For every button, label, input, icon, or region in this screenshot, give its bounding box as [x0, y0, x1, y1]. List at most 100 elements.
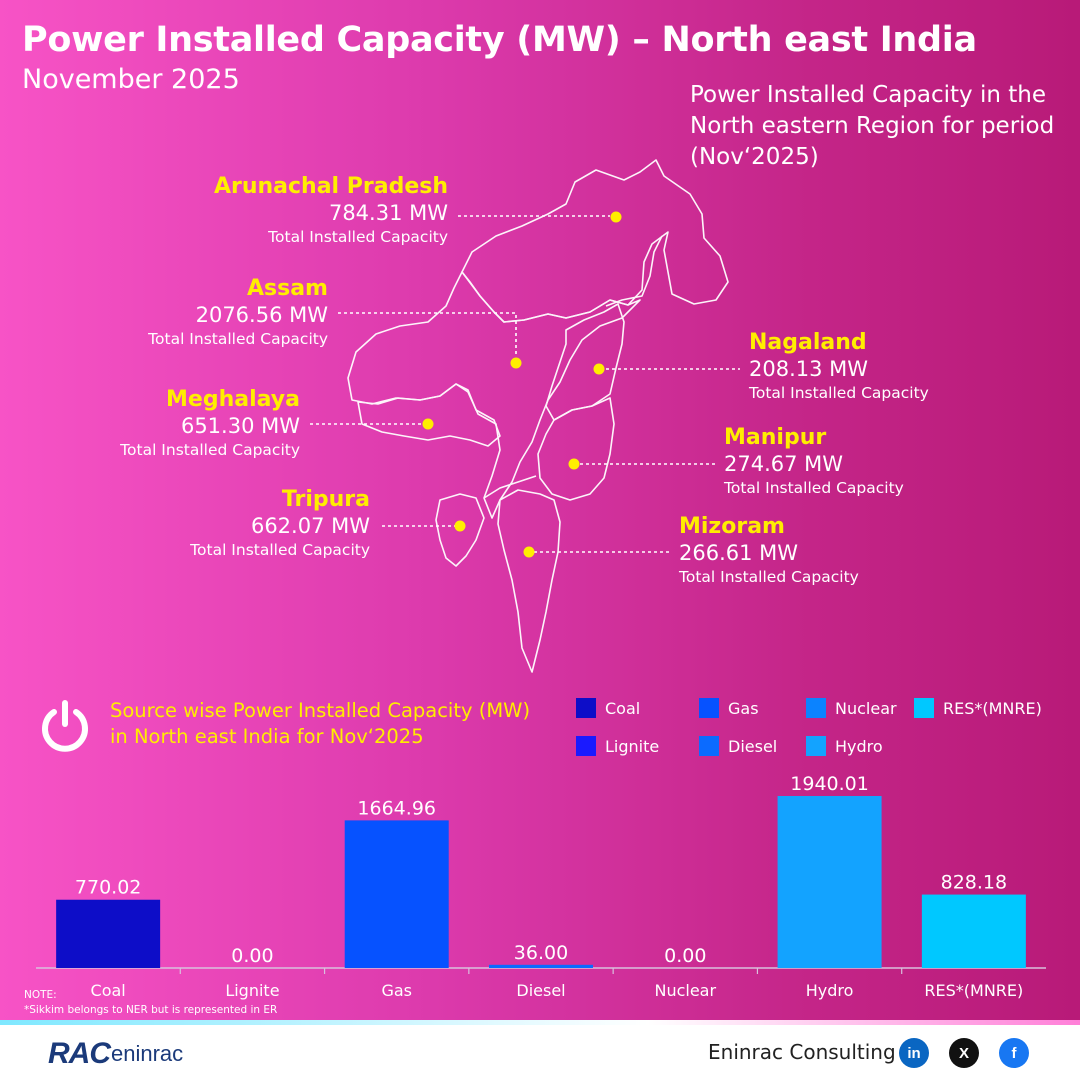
- tripura-outline: [435, 493, 485, 567]
- legend-swatch: [806, 736, 826, 756]
- state-assam: Assam 2076.56 MW Total Installed Capacit…: [148, 276, 328, 350]
- legend-item-coal: Coal: [576, 698, 640, 718]
- bar-hydro: [777, 796, 882, 968]
- tripura-marker: [454, 520, 466, 532]
- legend-item-hydro: Hydro: [806, 736, 883, 756]
- linkedin-glyph: in: [907, 1044, 921, 1062]
- data-label-lignite: 0.00: [231, 945, 273, 967]
- arunachal-pradesh-outline: [461, 159, 729, 323]
- state-value: 784.31 MW: [328, 201, 448, 225]
- state-name: Assam: [247, 276, 328, 301]
- page-title: Power Installed Capacity (MW) – North ea…: [22, 20, 977, 60]
- northeast-india-map: [347, 159, 729, 673]
- state-name: Arunachal Pradesh: [213, 174, 448, 199]
- state-caption: Total Installed Capacity: [148, 330, 328, 348]
- data-label-nuclear: 0.00: [664, 945, 706, 967]
- assam-marker: [510, 357, 522, 369]
- state-value: 2076.56 MW: [195, 303, 328, 327]
- assam-outline: [347, 271, 641, 519]
- legend-item-res: RES*(MNRE): [914, 698, 1042, 718]
- data-label-gas: 1664.96: [357, 797, 436, 819]
- legend-item-nuclear: Nuclear: [806, 698, 897, 718]
- tick-label-diesel: Diesel: [516, 981, 565, 1000]
- mizoram-marker: [523, 546, 535, 558]
- state-value: 266.61 MW: [679, 541, 799, 565]
- tick-label-coal: Coal: [91, 981, 126, 1000]
- bar-gas: [344, 820, 449, 968]
- note-text: *Sikkim belongs to NER but is represente…: [24, 1004, 278, 1016]
- legend-label: Diesel: [728, 736, 778, 756]
- meghalaya-marker: [422, 418, 434, 430]
- tick-label-res-mnre: RES*(MNRE): [924, 981, 1023, 1000]
- footer-accent-band: [0, 1020, 1080, 1025]
- legend-item-lignite: Lignite: [576, 736, 659, 756]
- legend-swatch: [914, 698, 934, 718]
- bar-res-mnre: [921, 894, 1026, 968]
- data-label-diesel: 36.00: [514, 942, 568, 964]
- state-caption: Total Installed Capacity: [679, 568, 859, 586]
- region-note: Power Installed Capacity in the North ea…: [690, 82, 1055, 170]
- state-name: Nagaland: [749, 330, 867, 355]
- state-arunachal-pradesh: Arunachal Pradesh 784.31 MW Total Instal…: [214, 174, 448, 248]
- legend-swatch: [576, 736, 596, 756]
- data-label-res-mnre: 828.18: [941, 872, 1007, 894]
- source-bar-chart: 770.02 Coal 0.00 Lignite 1664.96 Gas 36.00 Dies…: [36, 773, 1046, 1000]
- legend-item-gas: Gas: [699, 698, 759, 718]
- state-caption: Total Installed Capacity: [724, 479, 904, 497]
- legend-swatch: [699, 698, 719, 718]
- x-glyph: X: [958, 1044, 969, 1062]
- facebook-glyph: f: [1011, 1044, 1017, 1062]
- note: NOTE: *Sikkim belongs to NER but is repr…: [24, 988, 277, 1018]
- state-name: Manipur: [724, 425, 827, 450]
- tick-label-nuclear: Nuclear: [654, 981, 716, 1000]
- logo-text: eninrac: [111, 1041, 184, 1066]
- mizoram-outline: [497, 489, 561, 673]
- meghalaya-outline: [357, 383, 501, 447]
- arunachal-pradesh-marker: [610, 211, 622, 223]
- state-mizoram: Mizoram 266.61 MW Total Installed Capaci…: [679, 514, 859, 588]
- x-icon[interactable]: X: [949, 1038, 979, 1068]
- legend-label: Nuclear: [835, 698, 897, 718]
- state-tripura: Tripura 662.07 MW Total Installed Capaci…: [190, 487, 370, 561]
- state-value: 651.30 MW: [180, 414, 300, 438]
- legend-label: RES*(MNRE): [943, 698, 1042, 718]
- legend-label: Hydro: [835, 736, 883, 756]
- tick-label-hydro: Hydro: [806, 981, 854, 1000]
- legend-swatch: [699, 736, 719, 756]
- company-name: Eninrac Consulting: [708, 1040, 896, 1064]
- state-manipur: Manipur 274.67 MW Total Installed Capaci…: [724, 425, 904, 499]
- bar-coal: [56, 899, 161, 968]
- state-name: Meghalaya: [166, 387, 300, 412]
- data-label-hydro: 1940.01: [790, 773, 869, 795]
- data-label-coal: 770.02: [75, 877, 141, 899]
- logo-rac: RAC: [48, 1037, 111, 1070]
- power-icon: [42, 700, 88, 752]
- manipur-marker: [568, 458, 580, 470]
- state-value: 208.13 MW: [749, 357, 869, 381]
- state-name: Mizoram: [679, 514, 785, 539]
- tick-label-gas: Gas: [381, 981, 412, 1000]
- manipur-outline: [537, 397, 615, 501]
- facebook-icon[interactable]: f: [999, 1038, 1029, 1068]
- legend-item-diesel: Diesel: [699, 736, 777, 756]
- state-caption: Total Installed Capacity: [749, 384, 929, 402]
- legend-label: Lignite: [605, 736, 660, 756]
- note-label: NOTE:: [24, 989, 57, 1001]
- state-caption: Total Installed Capacity: [190, 541, 370, 559]
- linkedin-icon[interactable]: in: [899, 1038, 929, 1068]
- tick-label-lignite: Lignite: [225, 981, 279, 1000]
- legend-swatch: [576, 698, 596, 718]
- state-nagaland: Nagaland 208.13 MW Total Installed Capac…: [749, 330, 929, 404]
- legend-label: Coal: [605, 698, 641, 718]
- nagaland-marker: [593, 363, 605, 375]
- page-subtitle: November 2025: [22, 64, 240, 95]
- eninrac-logo: RAC eninrac: [48, 1037, 183, 1071]
- nagaland-outline: [545, 303, 625, 421]
- legend-label: Gas: [728, 698, 759, 718]
- source-section-title: Source wise Power Installed Capacity (MW…: [110, 699, 531, 748]
- bar-diesel: [489, 964, 593, 968]
- state-name: Tripura: [281, 487, 370, 512]
- legend-swatch: [806, 698, 826, 718]
- state-meghalaya: Meghalaya 651.30 MW Total Installed Capa…: [120, 387, 300, 461]
